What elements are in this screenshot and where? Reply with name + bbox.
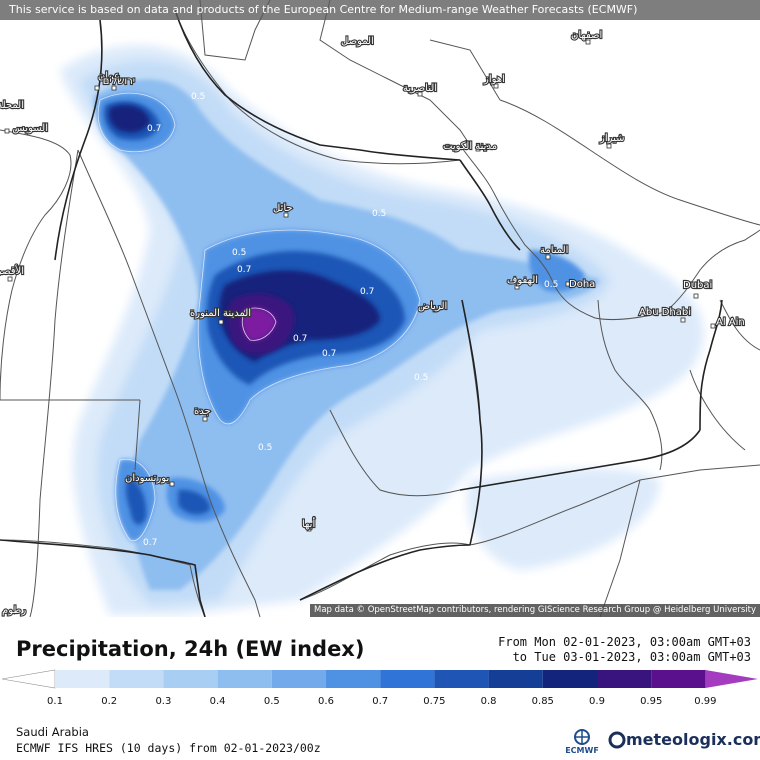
major-borders [0, 9, 723, 617]
legend-swatch [434, 670, 489, 688]
contour-label: 0.5 [232, 248, 246, 258]
city-markers [4, 39, 716, 532]
contour-label: 0.7 [322, 349, 336, 359]
city-al-ain: Al Ain [716, 317, 745, 328]
city-abu-dhabi: Abu Dhabi [639, 307, 691, 318]
city-jeddah: جدة [194, 406, 211, 417]
city-mahalla: المحلة [0, 100, 24, 111]
legend-swatches [1, 669, 758, 689]
legend-tick-label: 0.75 [423, 696, 445, 707]
legend-swatch [109, 670, 164, 688]
legend-tick-label: 0.6 [318, 696, 334, 707]
city-suez: السويس [13, 123, 48, 134]
legend-tick-label: 0.2 [101, 696, 117, 707]
city-jerusalem: ירושלים [103, 76, 135, 87]
contour-label: 0.5 [414, 373, 428, 383]
legend-swatch [163, 670, 218, 688]
city-isfahan: اصفهان [571, 30, 602, 41]
legend-swatch [542, 670, 597, 688]
contour-label: 0.5 [191, 92, 205, 102]
legend-tick-label: 0.7 [372, 696, 388, 707]
contour-label: 0.5 [544, 280, 558, 290]
contour-label: 0.7 [360, 287, 374, 297]
legend-tick-label: 0.8 [481, 696, 497, 707]
legend-arrow-low [1, 669, 56, 689]
ecmwf-notice-banner: This service is based on data and produc… [0, 0, 760, 20]
city-mosul: الموصل [341, 36, 374, 47]
chart-title: Precipitation, 24h (EW index) [16, 637, 365, 661]
valid-from-time: From Mon 02-01-2023, 03:00am GMT+03 [498, 635, 751, 649]
contour-labels: 0.5 0.7 0.5 0.7 0.5 0.7 0.7 0.5 0.5 0.7 … [143, 92, 558, 548]
ecmwf-logo-label: ECMWF [565, 746, 599, 755]
city-shiraz: شيراز [599, 133, 625, 144]
legend-tick-label: 0.4 [210, 696, 226, 707]
city-ahvaz: اهواز [483, 74, 505, 85]
legend-ticks: 0.1 0.2 0.3 0.4 0.5 0.6 0.7 0.75 0.8 0.85 0.9 0.95 0… [47, 696, 716, 707]
map-attribution[interactable]: Map data © OpenStreetMap contributors, r… [310, 604, 760, 617]
legend-arrow-high [705, 670, 758, 688]
city-manama: المنامة [540, 245, 568, 256]
legend-tick-label: 0.99 [694, 696, 716, 707]
legend-swatch [651, 670, 706, 688]
meteologix-logo-icon[interactable] [608, 727, 758, 753]
city-doha: Doha [569, 279, 595, 290]
city-madinah: المدينة المنورة [190, 308, 251, 319]
model-run-info: ECMWF IFS HRES (10 days) from 02-01-2023… [16, 741, 321, 755]
city-kuwait: مدينة الكويت [443, 141, 497, 152]
contour-label: 0.5 [372, 209, 386, 219]
city-port-sudan: بورتسودان [125, 473, 169, 484]
city-khartoum: رطوم [2, 605, 26, 616]
contour-label: 0.5 [258, 443, 272, 453]
city-luxor: الأقصر [0, 264, 24, 277]
contour-label: 0.7 [143, 538, 157, 548]
legend-swatch [488, 670, 543, 688]
contour-label: 0.7 [237, 265, 251, 275]
meteologix-logo-label[interactable]: meteologix.com [626, 730, 760, 749]
precip-extreme-field [227, 293, 295, 355]
city-hail: حائل [273, 203, 293, 214]
city-hofuf: الهفوف [507, 275, 538, 286]
legend-swatch [380, 670, 435, 688]
legend-swatch [326, 670, 381, 688]
legend-tick-label: 0.5 [264, 696, 280, 707]
legend-swatch [271, 670, 326, 688]
city-dubai: Dubai [683, 280, 712, 291]
color-legend: 0.1 0.2 0.3 0.4 0.5 0.6 0.7 0.75 0.8 0.85 0.9 0.95 0… [1, 669, 758, 707]
region-name: Saudi Arabia [16, 725, 89, 739]
legend-tick-label: 0.95 [640, 696, 662, 707]
legend-tick-label: 0.1 [47, 696, 63, 707]
legend-tick-label: 0.3 [155, 696, 171, 707]
legend-tick-label: 0.9 [589, 696, 605, 707]
ecmwf-logo-icon[interactable] [562, 728, 602, 758]
legend-swatch [597, 670, 652, 688]
city-amman: عمان [98, 71, 120, 82]
precipitation-map[interactable]: عمان ירושלים السويس المحلة الأقصر الموصل… [0, 0, 760, 617]
contour-label: 0.7 [147, 124, 161, 134]
legend-swatch [217, 670, 272, 688]
city-abha: أبها [302, 517, 315, 530]
contour-label: 0.7 [293, 334, 307, 344]
legend-tick-label: 0.85 [532, 696, 554, 707]
valid-to-time: to Tue 03-01-2023, 03:00am GMT+03 [512, 650, 751, 664]
contour-lines [97, 92, 421, 542]
city-riyadh: الرياض [418, 301, 447, 312]
city-nasiriyah: الناصرية [403, 83, 437, 94]
legend-swatch [55, 670, 110, 688]
